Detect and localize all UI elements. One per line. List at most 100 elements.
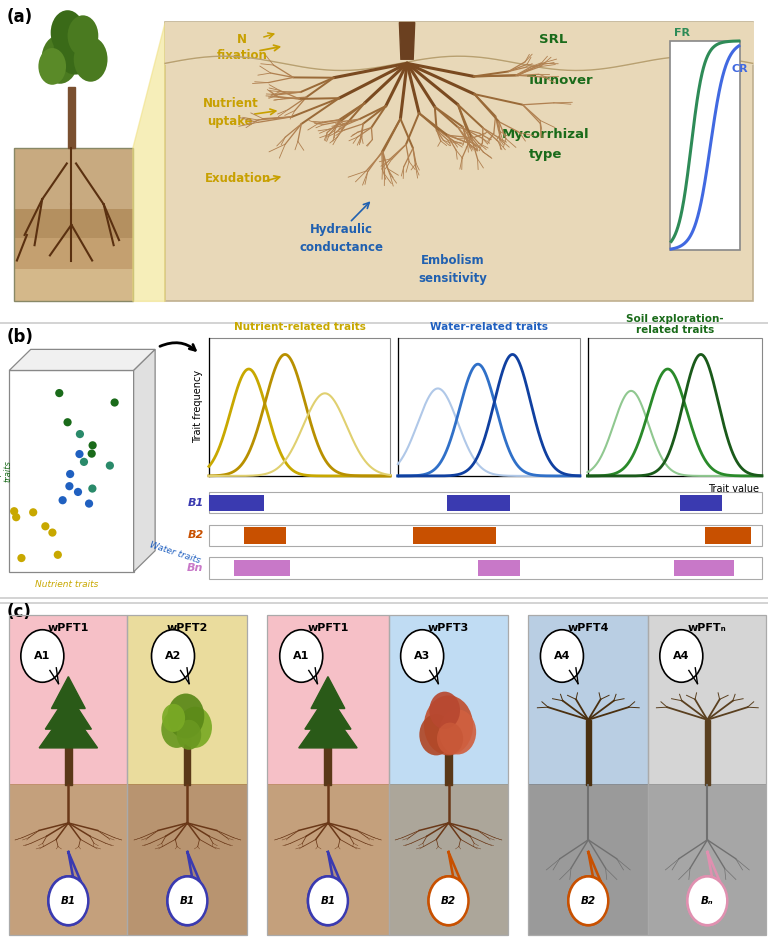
Point xyxy=(46,525,58,540)
Polygon shape xyxy=(445,738,452,786)
Bar xyxy=(14,238,133,269)
Text: Turnover: Turnover xyxy=(528,74,594,87)
Bar xyxy=(705,527,751,543)
Circle shape xyxy=(308,876,348,925)
Point xyxy=(27,505,39,520)
Polygon shape xyxy=(568,852,601,925)
Text: (a): (a) xyxy=(6,8,32,26)
Text: related traits: related traits xyxy=(636,325,713,335)
Circle shape xyxy=(41,35,78,84)
Circle shape xyxy=(439,709,476,754)
Bar xyxy=(528,615,648,786)
Bar xyxy=(9,615,127,786)
Circle shape xyxy=(429,876,468,925)
Bar xyxy=(267,784,389,935)
Text: B1: B1 xyxy=(180,896,195,906)
Polygon shape xyxy=(311,677,345,708)
Polygon shape xyxy=(305,693,351,729)
Point xyxy=(39,519,51,534)
Circle shape xyxy=(178,706,212,748)
Circle shape xyxy=(280,630,323,683)
Point xyxy=(85,446,98,461)
Text: wPFT2: wPFT2 xyxy=(167,623,208,633)
Text: A2: A2 xyxy=(165,651,181,661)
Bar xyxy=(9,615,127,935)
Circle shape xyxy=(48,876,88,925)
Polygon shape xyxy=(689,668,697,684)
Text: Trait value: Trait value xyxy=(708,484,759,493)
Text: sensitivity: sensitivity xyxy=(419,272,488,285)
Bar xyxy=(14,209,133,238)
Text: B1: B1 xyxy=(320,896,336,906)
Circle shape xyxy=(429,691,460,729)
Polygon shape xyxy=(65,735,72,786)
Text: Water-related traits: Water-related traits xyxy=(430,323,548,332)
Polygon shape xyxy=(429,852,462,925)
Bar xyxy=(127,615,247,786)
Point xyxy=(104,458,116,473)
Text: SRL: SRL xyxy=(539,33,567,46)
Point xyxy=(108,395,121,410)
Text: CR: CR xyxy=(731,63,748,74)
Circle shape xyxy=(68,15,98,57)
Text: B2: B2 xyxy=(187,530,204,540)
Bar xyxy=(209,557,762,578)
Text: Water traits: Water traits xyxy=(149,540,202,566)
Text: Soil exploration-: Soil exploration- xyxy=(626,314,723,324)
Bar xyxy=(267,615,389,935)
Circle shape xyxy=(161,710,192,748)
Point xyxy=(86,481,98,496)
Circle shape xyxy=(54,17,97,74)
Bar xyxy=(209,492,762,513)
Text: A3: A3 xyxy=(414,651,430,661)
Polygon shape xyxy=(687,852,720,925)
Bar xyxy=(9,784,127,935)
Polygon shape xyxy=(308,852,341,925)
Point xyxy=(53,386,65,401)
Point xyxy=(72,485,84,500)
Polygon shape xyxy=(68,87,75,148)
Circle shape xyxy=(437,722,463,754)
Bar xyxy=(14,148,133,302)
Point xyxy=(10,509,22,524)
Polygon shape xyxy=(45,693,91,729)
Point xyxy=(78,455,90,470)
Text: Nutrient-related traits: Nutrient-related traits xyxy=(233,323,366,332)
Circle shape xyxy=(177,720,201,750)
Polygon shape xyxy=(569,668,578,684)
Polygon shape xyxy=(705,720,710,786)
Text: (c): (c) xyxy=(6,604,31,621)
Text: A1: A1 xyxy=(34,651,51,661)
Bar xyxy=(234,560,290,576)
Text: wPFT1: wPFT1 xyxy=(48,623,89,633)
Text: conductance: conductance xyxy=(300,241,384,255)
Circle shape xyxy=(21,630,64,683)
Polygon shape xyxy=(429,668,439,684)
Bar xyxy=(413,527,496,543)
Polygon shape xyxy=(299,706,357,748)
Circle shape xyxy=(74,37,108,82)
Text: wPFT1: wPFT1 xyxy=(307,623,349,633)
Circle shape xyxy=(401,630,444,683)
Text: Bₙ: Bₙ xyxy=(701,896,713,906)
Circle shape xyxy=(162,703,185,732)
Text: type: type xyxy=(528,148,562,161)
Bar xyxy=(389,615,508,935)
Bar xyxy=(680,495,722,511)
Point xyxy=(74,426,86,441)
Text: wPFTₙ: wPFTₙ xyxy=(688,623,727,633)
Text: Exudation: Exudation xyxy=(205,172,271,185)
Bar xyxy=(14,269,133,302)
Text: fixation: fixation xyxy=(217,49,267,62)
Polygon shape xyxy=(134,350,155,571)
Polygon shape xyxy=(51,677,85,708)
Point xyxy=(8,504,20,519)
Bar xyxy=(389,784,508,935)
Polygon shape xyxy=(48,852,81,925)
Circle shape xyxy=(424,695,473,755)
Circle shape xyxy=(38,48,66,85)
Text: FR: FR xyxy=(674,27,690,38)
Bar xyxy=(127,615,247,935)
Circle shape xyxy=(541,630,584,683)
Text: N: N xyxy=(237,33,247,46)
